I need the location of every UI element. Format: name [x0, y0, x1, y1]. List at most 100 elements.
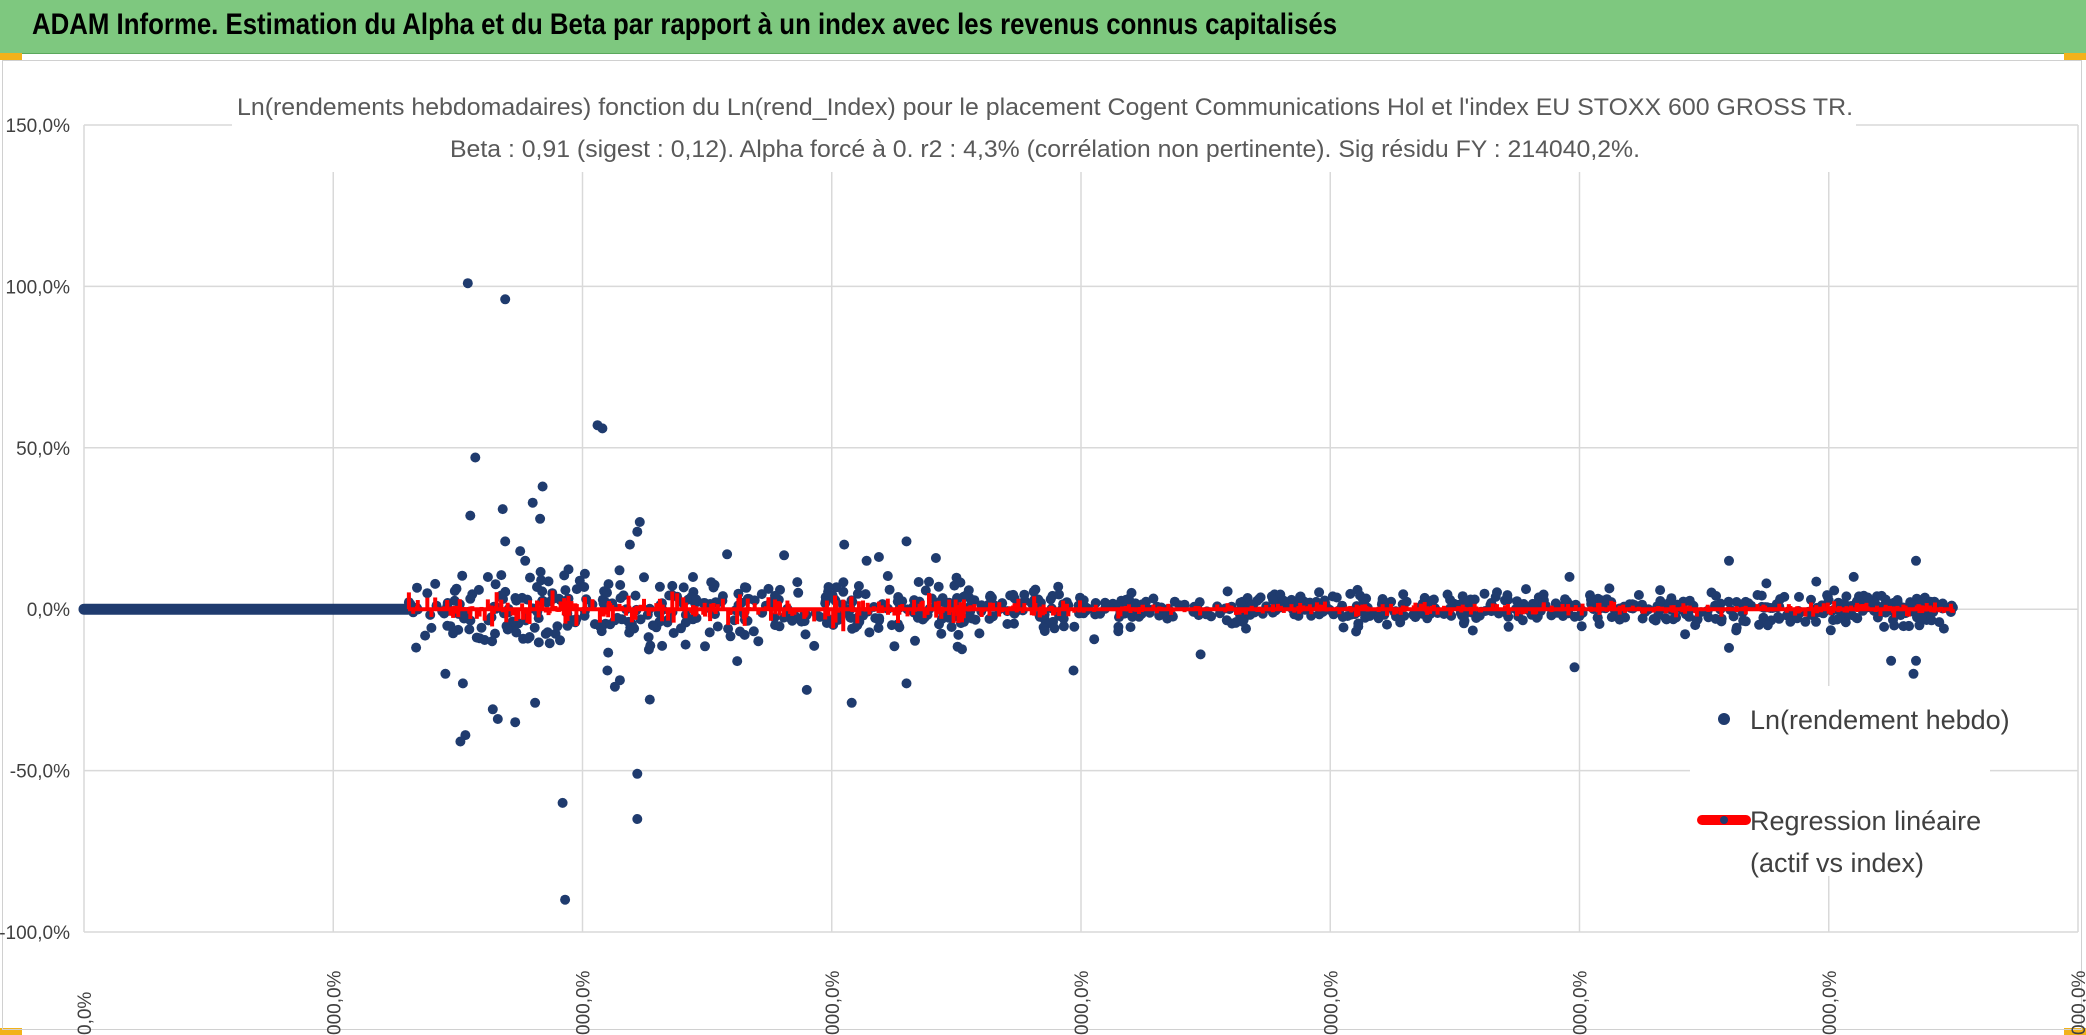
data-point [882, 571, 893, 581]
data-point [800, 629, 811, 640]
data-point [787, 615, 798, 626]
data-point [838, 577, 849, 588]
data-point [1916, 613, 1927, 623]
data-point [1648, 614, 1659, 625]
data-point [603, 647, 614, 658]
data-point [1467, 625, 1478, 636]
data-point [535, 566, 546, 577]
data-point [1005, 590, 1016, 601]
legend-dot-icon [1718, 713, 1730, 725]
data-point [525, 572, 535, 583]
legend-label-regression-line2: (actif vs index) [1750, 848, 1924, 878]
data-point [1126, 587, 1137, 598]
data-point [479, 635, 490, 645]
data-point [559, 570, 570, 581]
data-point [792, 577, 803, 588]
data-point [1398, 589, 1409, 600]
data-point [430, 578, 441, 589]
data-point [1100, 597, 1111, 608]
data-point [725, 631, 736, 642]
data-point [970, 614, 981, 625]
data-point [411, 642, 422, 653]
data-point [957, 644, 967, 655]
data-point [440, 668, 451, 679]
y-tick-label: -50,0% [10, 762, 70, 783]
data-point [1201, 609, 1212, 620]
data-point [774, 621, 785, 632]
legend-label-points: Ln(rendement hebdo) [1750, 705, 2010, 735]
data-point [1937, 598, 1948, 609]
legend-background [1690, 686, 1990, 876]
data-point [1306, 610, 1317, 621]
x-tick-label: 000,0% [1820, 970, 1841, 1035]
data-point [1517, 615, 1528, 626]
data-point [1408, 610, 1419, 621]
data-point [1521, 584, 1531, 595]
data-point [1314, 587, 1325, 598]
data-point [1286, 594, 1297, 605]
data-point [1458, 618, 1469, 629]
data-point [884, 584, 895, 595]
data-point [614, 565, 625, 576]
x-tick-label: 0,0% [75, 992, 96, 1035]
data-point [1089, 634, 1100, 645]
data-point [1886, 655, 1897, 666]
data-point [624, 539, 635, 550]
corner-marker [0, 53, 22, 60]
data-point [511, 627, 522, 638]
data-point [1137, 599, 1148, 610]
data-point [889, 641, 900, 652]
data-point [910, 635, 920, 646]
data-point [497, 504, 508, 515]
data-point [1474, 610, 1485, 621]
data-point [1255, 592, 1266, 603]
data-point [1125, 622, 1136, 633]
data-point [560, 585, 571, 596]
report-title: ADAM Informe. Estimation du Alpha et du … [32, 8, 1338, 41]
data-point [739, 582, 750, 593]
data-point [901, 678, 912, 689]
data-point [602, 665, 613, 676]
data-point [1811, 616, 1821, 627]
data-point [1569, 662, 1580, 673]
legend-line-dot-icon [1720, 816, 1728, 824]
data-point [1351, 626, 1362, 637]
data-point [1002, 619, 1013, 629]
data-point [1706, 587, 1717, 598]
data-point [511, 595, 522, 606]
data-point [1775, 594, 1786, 605]
data-point [893, 619, 903, 630]
data-point [1724, 642, 1734, 653]
data-point [632, 768, 643, 779]
data-point [543, 576, 554, 587]
data-point [1039, 626, 1050, 636]
data-point [1773, 611, 1784, 622]
data-point [852, 588, 863, 599]
data-point [647, 620, 658, 631]
data-point [667, 580, 678, 591]
data-point [1564, 571, 1575, 582]
x-tick-label: 000,0% [1571, 970, 1592, 1035]
data-point [630, 590, 641, 601]
data-point [1338, 622, 1349, 633]
chart-title: Ln(rendements hebdomadaires) fonction du… [237, 94, 1853, 121]
data-point [1752, 590, 1763, 600]
data-point [1442, 589, 1453, 600]
data-point [1879, 621, 1890, 632]
y-tick-label: 0,0% [27, 600, 70, 621]
data-point [464, 624, 475, 635]
data-point [605, 619, 616, 630]
data-point [542, 627, 553, 638]
legend-label-regression-line1: Regression linéaire [1750, 806, 1981, 836]
data-point [809, 640, 820, 651]
data-point [1841, 591, 1852, 602]
data-point [537, 481, 548, 492]
corner-marker [2064, 1028, 2086, 1035]
data-point [770, 590, 780, 601]
data-point [1904, 621, 1914, 632]
data-point [500, 536, 511, 547]
data-point [732, 656, 743, 667]
chart-subtitle: Beta : 0,91 (sigest : 0,12). Alpha forcé… [450, 136, 1640, 163]
data-point [420, 630, 431, 641]
data-point [853, 581, 864, 591]
